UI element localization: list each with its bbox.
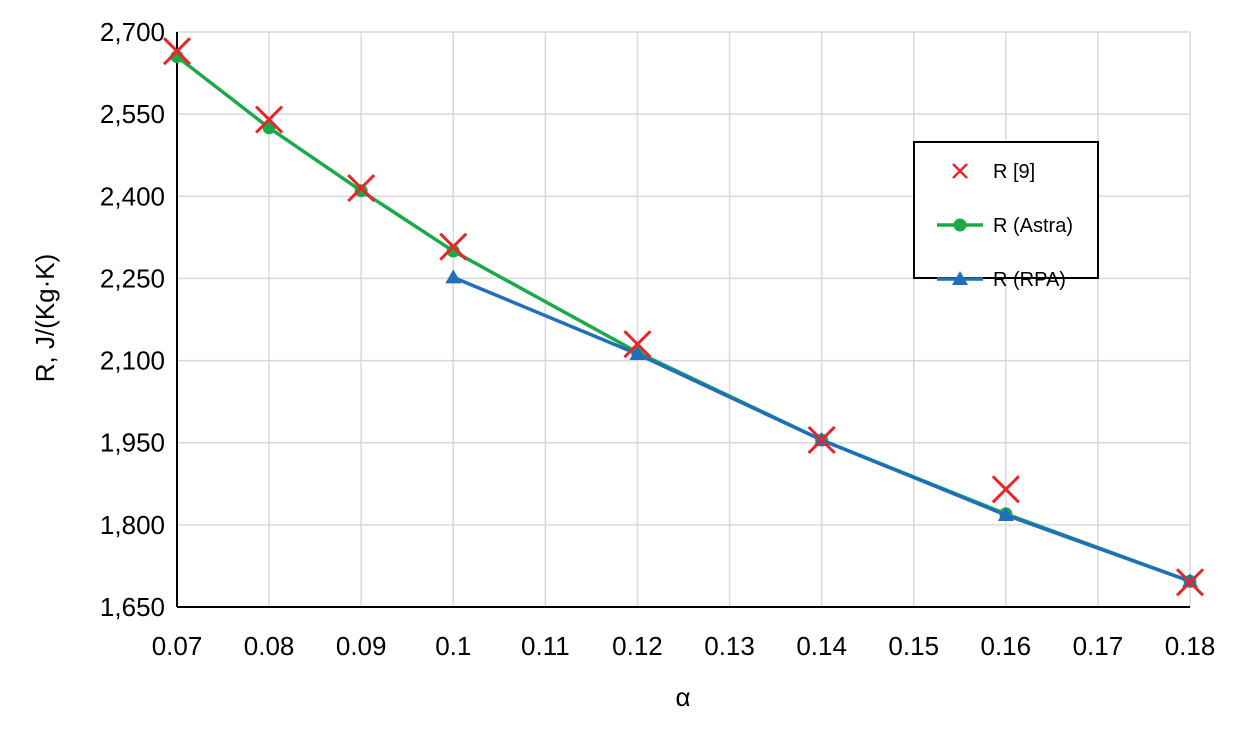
marker-x-stroke bbox=[952, 163, 968, 179]
grid bbox=[176, 31, 1191, 608]
y-tick-label: 2,100 bbox=[100, 346, 165, 376]
data-point-r-9 bbox=[1175, 568, 1205, 597]
data-point-r-9 bbox=[255, 105, 284, 134]
x-tick-label: 0.11 bbox=[521, 631, 570, 661]
axes bbox=[176, 32, 1190, 608]
marker-x-stroke bbox=[255, 105, 284, 134]
legend-item-r-9: R [9] bbox=[952, 161, 1035, 183]
y-tick-label: 2,400 bbox=[100, 181, 165, 211]
legend-label: R [9] bbox=[993, 161, 1035, 183]
series-r-9 bbox=[162, 37, 1205, 597]
legend-item-r-astra: R (Astra) bbox=[937, 215, 1073, 237]
marker-x-stroke bbox=[439, 232, 468, 261]
marker-x-stroke bbox=[991, 475, 1020, 504]
data-point-r-astra bbox=[354, 184, 368, 198]
legend-marker bbox=[952, 271, 968, 285]
x-tick-label: 0.15 bbox=[888, 631, 939, 661]
x-tick-label: 0.13 bbox=[704, 631, 755, 661]
data-point-r-9 bbox=[623, 330, 652, 359]
legend-marker bbox=[952, 163, 968, 179]
y-tick-label: 2,550 bbox=[100, 99, 165, 129]
series-line-r-astra bbox=[175, 55, 1191, 583]
x-tick-label: 0.09 bbox=[336, 631, 387, 661]
legend-marker bbox=[953, 218, 967, 232]
y-tick-label: 1,950 bbox=[100, 428, 165, 458]
x-tick-label: 0.18 bbox=[1165, 631, 1216, 661]
x-tick-labels: 0.07 0.08 0.09 0.1 0.11 0.12 0.13 0.14 0.15 0.16 0… bbox=[152, 631, 1216, 661]
data-point-r-9 bbox=[991, 475, 1020, 504]
y-tick-label: 1,800 bbox=[100, 510, 165, 540]
y-tick-label: 2,250 bbox=[100, 263, 165, 293]
data-point-r-9 bbox=[162, 37, 192, 66]
x-tick-label: 0.12 bbox=[612, 631, 663, 661]
legend-item-r-rpa: R (RPA) bbox=[937, 269, 1066, 291]
x-tick-label: 0.07 bbox=[152, 631, 203, 661]
data-point-r-9 bbox=[439, 232, 468, 261]
y-tick-labels: 1,650 1,800 1,950 2,100 2,250 2,400 2,550 2,700 bbox=[100, 17, 165, 622]
data-point-r-9 bbox=[807, 425, 836, 455]
series-layer bbox=[162, 37, 1205, 597]
marker-x-stroke bbox=[807, 425, 836, 455]
data-point-r-rpa bbox=[445, 269, 462, 284]
x-tick-label: 0.08 bbox=[244, 631, 295, 661]
marker-x-stroke bbox=[1175, 568, 1205, 597]
x-tick-label: 0.16 bbox=[981, 631, 1032, 661]
x-tick-label: 0.17 bbox=[1073, 631, 1124, 661]
x-tick-label: 0.1 bbox=[435, 631, 471, 661]
data-point-r-9 bbox=[347, 174, 376, 203]
legend-label: R (RPA) bbox=[993, 269, 1066, 291]
x-tick-label: 0.14 bbox=[796, 631, 847, 661]
legend: R [9] R (Astra) R (RPA) bbox=[913, 141, 1099, 291]
data-point-r-rpa bbox=[629, 346, 646, 360]
x-axis-title: α bbox=[675, 682, 690, 712]
y-tick-label: 1,650 bbox=[100, 592, 165, 622]
y-axis-title: R, J/(Kg·K) bbox=[30, 254, 60, 383]
marker-x-stroke bbox=[623, 330, 652, 359]
legend-box bbox=[913, 141, 1099, 279]
series-r-astra bbox=[170, 50, 1197, 588]
marker-x-stroke bbox=[162, 37, 192, 66]
marker-x-stroke bbox=[347, 174, 376, 203]
legend-label: R (Astra) bbox=[993, 215, 1073, 237]
data-point-r-rpa bbox=[997, 507, 1014, 521]
y-tick-label: 2,700 bbox=[100, 17, 165, 47]
